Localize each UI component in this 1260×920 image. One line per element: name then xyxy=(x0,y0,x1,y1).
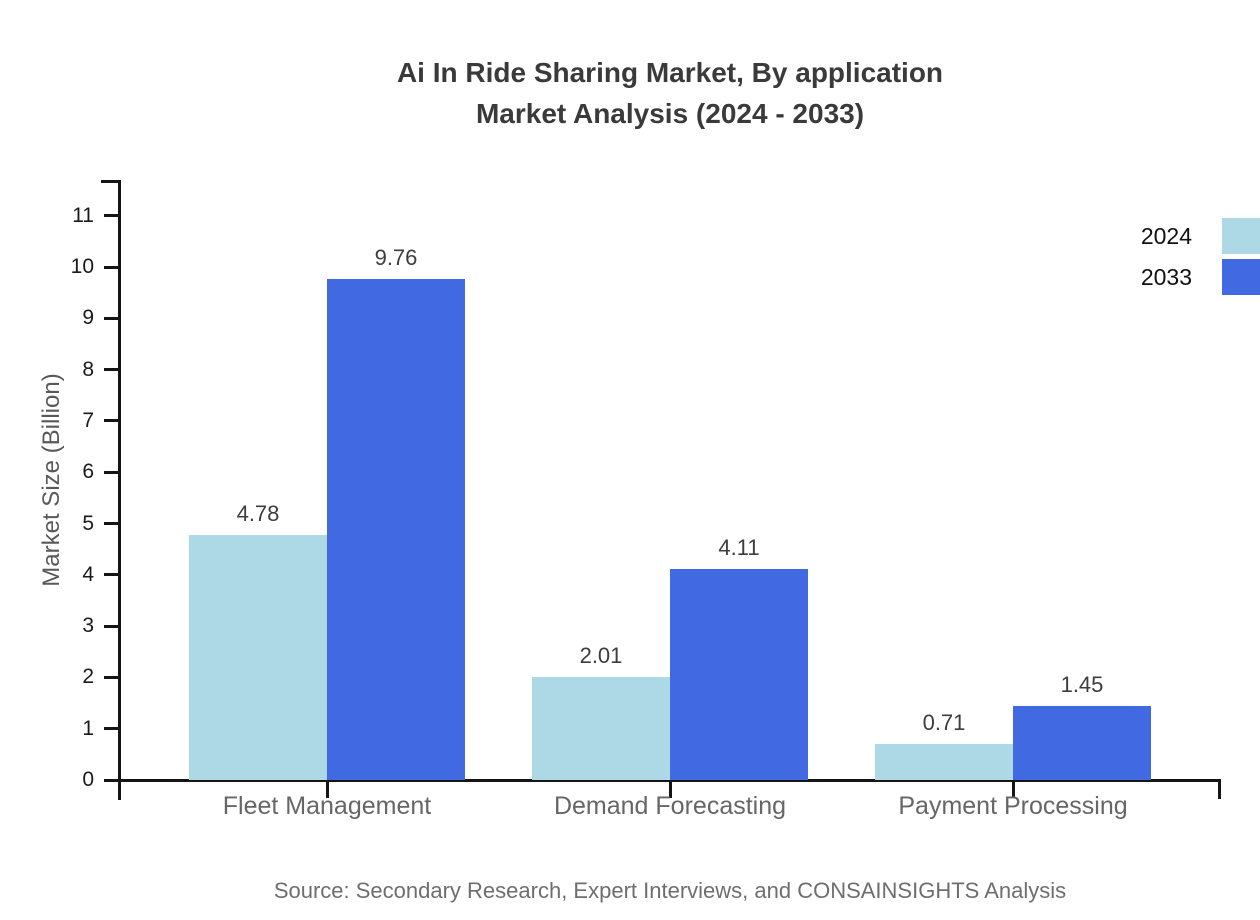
category-label-demand-forecasting: Demand Forecasting xyxy=(553,792,787,820)
y-axis-tick xyxy=(104,624,119,628)
y-axis-tick-label: 1 xyxy=(82,716,94,740)
category-label-fleet-management: Fleet Management xyxy=(222,792,432,820)
value-label-2033-1: 4.11 xyxy=(718,535,760,561)
y-axis-tick-label: 11 xyxy=(72,203,94,227)
y-axis-title: Market Size (Billion) xyxy=(38,373,65,587)
y-axis-tick-label: 3 xyxy=(82,614,94,638)
y-axis-tick xyxy=(104,573,119,577)
y-axis-tick-label: 5 xyxy=(82,511,94,535)
x-axis-tick xyxy=(1011,780,1015,798)
y-axis-line xyxy=(118,180,121,800)
y-axis-tick xyxy=(104,316,119,320)
legend-swatch-2033 xyxy=(1222,259,1260,295)
chart-title-line2: Market Analysis (2024 - 2033) xyxy=(475,98,865,129)
legend-label-2033: 2033 xyxy=(1140,264,1192,290)
legend-swatch-2024 xyxy=(1222,218,1260,254)
bar-2024-demand-forecasting xyxy=(532,676,670,780)
value-label-2033-0: 9.76 xyxy=(374,245,418,271)
y-axis-tick xyxy=(104,727,119,731)
legend-item-2024: 2024 xyxy=(1141,218,1260,254)
y-axis-tick xyxy=(104,214,119,218)
y-axis-tick-label: 6 xyxy=(82,460,94,484)
y-axis-tick xyxy=(104,522,119,525)
y-axis-tick xyxy=(104,470,119,474)
value-label-2024-0: 4.78 xyxy=(236,500,280,526)
x-axis-tick xyxy=(325,780,329,798)
y-axis-tick-label: 7 xyxy=(82,408,94,432)
y-axis-tick xyxy=(104,778,119,782)
category-label-payment-processing: Payment Processing xyxy=(898,792,1128,820)
chart-title: Ai In Ride Sharing Market, By applicatio… xyxy=(120,52,1220,134)
value-label-2033-2: 1.45 xyxy=(1060,671,1104,697)
y-axis-tick xyxy=(104,368,119,372)
y-axis-tick-label: 4 xyxy=(82,562,94,586)
value-label-2024-1: 2.01 xyxy=(579,642,623,668)
chart-title-line1: Ai In Ride Sharing Market, By applicatio… xyxy=(396,57,944,88)
bar-2033-fleet-management xyxy=(327,279,465,780)
y-axis-tick-label: 8 xyxy=(82,357,94,381)
y-axis-tick-label: 0 xyxy=(82,768,94,791)
value-label-2024-2: 0.71 xyxy=(922,709,966,735)
y-axis-cap xyxy=(101,180,121,183)
legend: 2024 2033 xyxy=(1141,218,1260,295)
y-axis-tick-label: 9 xyxy=(82,306,94,330)
y-axis-tick xyxy=(104,265,119,269)
bar-2033-demand-forecasting xyxy=(670,569,808,780)
source-text: Source: Secondary Research, Expert Inter… xyxy=(273,878,1067,903)
y-axis-tick xyxy=(104,419,119,423)
legend-item-2033: 2033 xyxy=(1141,259,1260,295)
bar-2024-fleet-management xyxy=(189,534,327,780)
y-axis-tick-label: 2 xyxy=(82,665,94,689)
y-axis-tick-label: 10 xyxy=(70,255,94,278)
bar-2033-payment-processing xyxy=(1013,705,1151,780)
y-axis-tick xyxy=(104,675,119,679)
bar-2024-payment-processing xyxy=(875,743,1013,780)
legend-label-2024: 2024 xyxy=(1140,223,1192,249)
x-axis-tick xyxy=(668,780,672,798)
x-axis-line xyxy=(104,779,1221,782)
x-axis-cap xyxy=(1218,779,1221,799)
